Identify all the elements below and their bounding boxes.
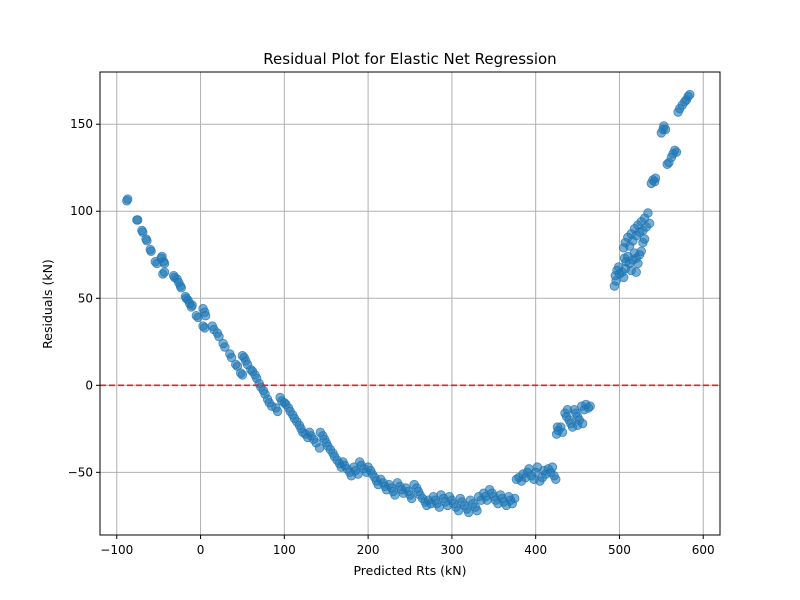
scatter-point <box>237 370 248 380</box>
plot-area-frame <box>99 71 721 536</box>
scatter-point <box>552 422 563 432</box>
scatter-point <box>577 418 588 429</box>
scatter-point <box>142 236 152 246</box>
scatter-point <box>644 218 655 229</box>
y-tick-label: 0 <box>85 378 93 392</box>
scatter-point <box>618 272 629 283</box>
x-tick-label: 600 <box>692 543 715 557</box>
scatter-point <box>176 283 186 293</box>
scatter-point <box>200 323 210 333</box>
scatter-point <box>671 147 682 157</box>
scatter-point <box>406 493 417 504</box>
y-tick-label: 100 <box>70 204 93 218</box>
scatter-point <box>159 258 170 269</box>
scatter-point <box>633 258 643 269</box>
x-tick-label: 400 <box>524 543 547 557</box>
scatter-point <box>547 462 558 472</box>
y-axis-label: Residuals (kN) <box>40 259 55 349</box>
scatter-points <box>122 89 695 518</box>
scatter-point <box>187 300 197 310</box>
y-tick-label: 50 <box>78 291 93 305</box>
y-tick-label: 150 <box>70 117 93 131</box>
scatter-point <box>122 194 133 204</box>
scatter-point <box>562 404 573 415</box>
scatter-point <box>585 401 595 411</box>
scatter-point <box>472 505 482 516</box>
scatter-point <box>133 215 143 225</box>
scatter-point <box>272 406 283 417</box>
scatter-point <box>146 246 156 256</box>
scatter-point <box>685 89 695 100</box>
scatter-point <box>636 246 646 256</box>
scatter-point <box>551 474 561 485</box>
scatter-point <box>510 493 520 504</box>
scatter-point <box>639 234 650 244</box>
x-axis-label: Predicted Rts (kN) <box>353 563 466 578</box>
scatter-point <box>650 173 661 183</box>
x-tick-label: 100 <box>273 543 296 557</box>
x-tick-label: −100 <box>100 543 133 557</box>
scatter-point <box>159 267 170 277</box>
x-tick-label: 300 <box>440 543 463 557</box>
x-tick-label: 0 <box>197 543 205 557</box>
scatter-point <box>214 331 224 342</box>
chart-title: Residual Plot for Elastic Net Regression <box>263 50 556 68</box>
y-tick-label: −50 <box>68 465 93 479</box>
scatter-point <box>631 267 641 277</box>
scatter-point <box>226 352 237 363</box>
axis-ticks: −100 0 100 200 300 400 500 600 −50 0 50 100 150 <box>68 117 715 557</box>
scatter-point <box>643 208 653 218</box>
x-tick-label: 200 <box>357 543 380 557</box>
scatter-point <box>200 310 211 321</box>
x-tick-label: 500 <box>608 543 631 557</box>
scatter-point <box>220 342 230 352</box>
scatter-point <box>660 124 671 135</box>
